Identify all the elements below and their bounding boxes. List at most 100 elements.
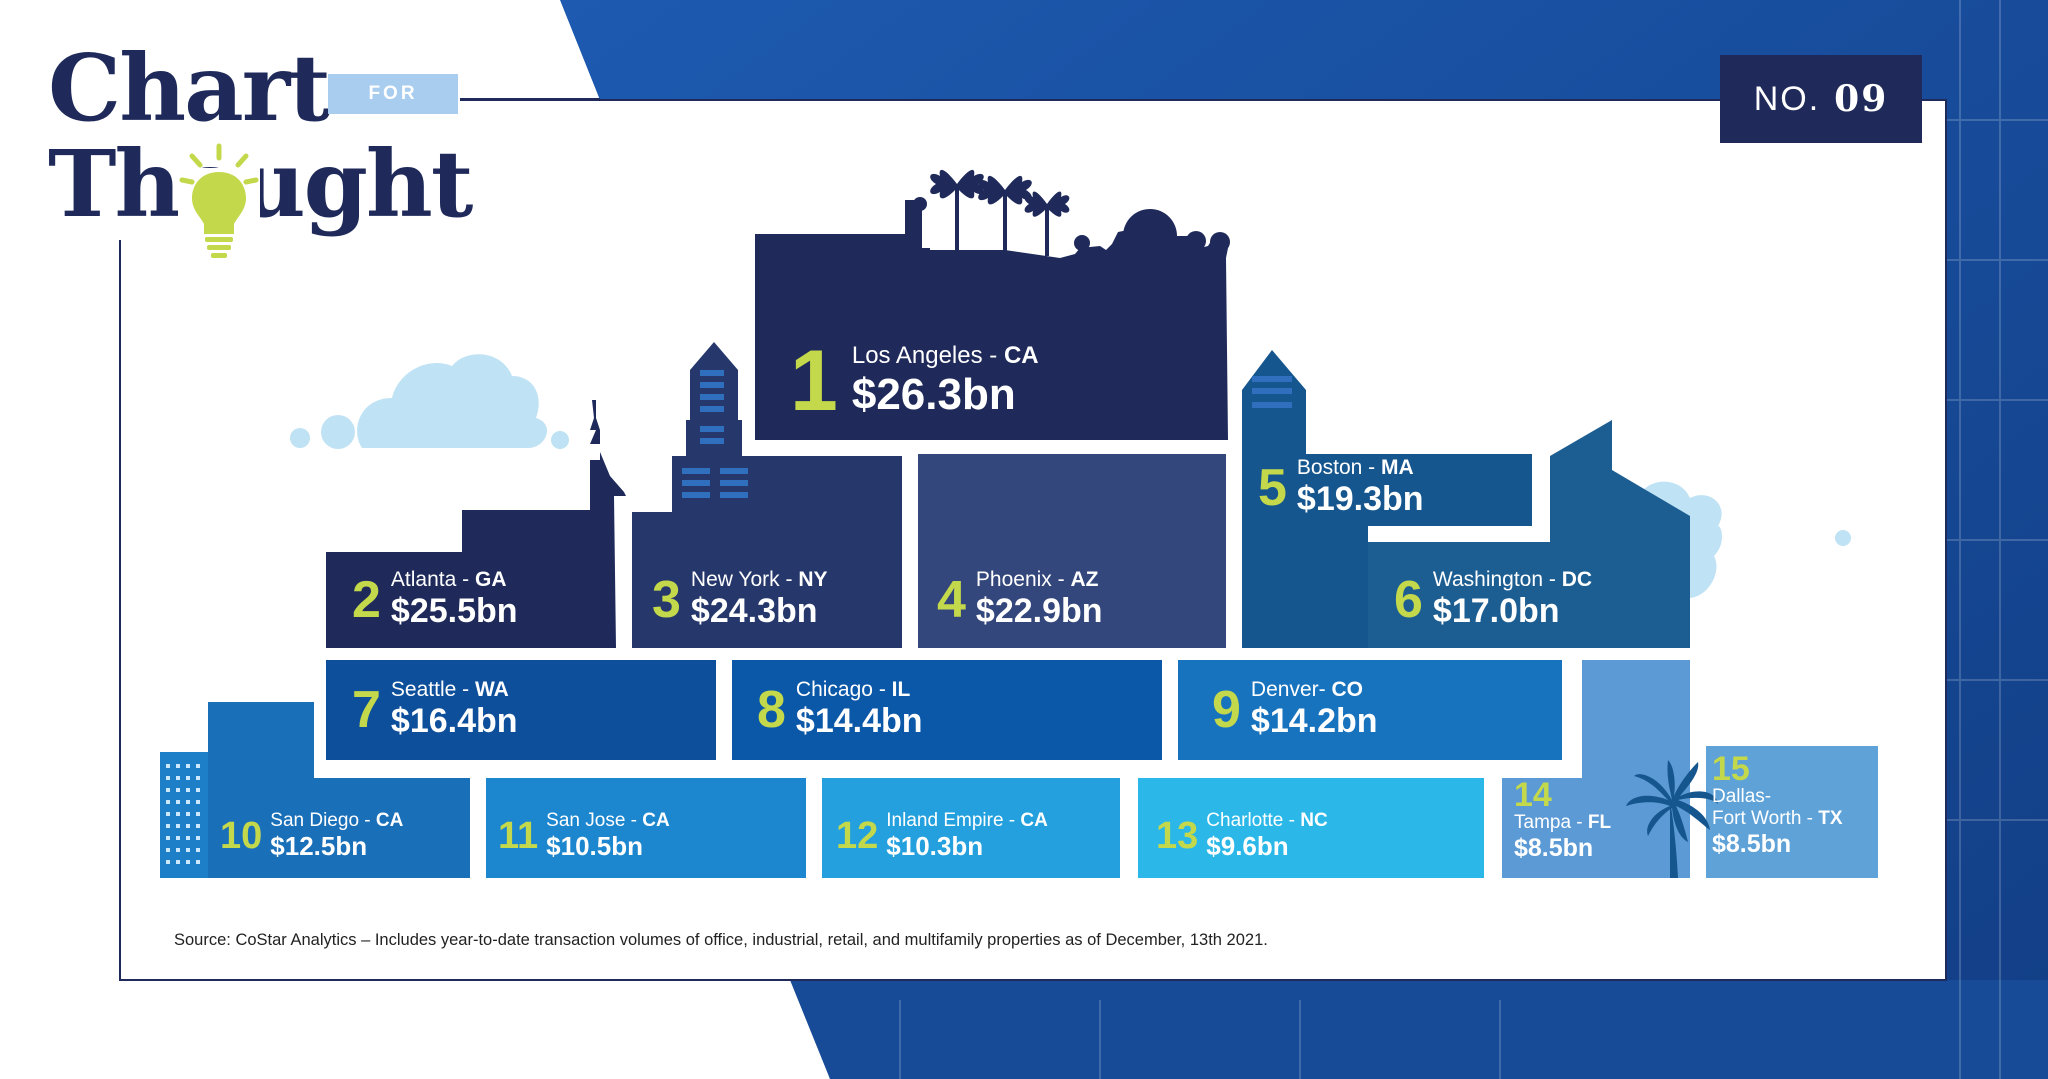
background-blue-bottom xyxy=(790,980,2048,1079)
rank-number: 12 xyxy=(836,814,879,857)
brand-logo: Chart FOR Thought xyxy=(48,34,473,258)
building-rank-6 xyxy=(1368,420,1690,648)
state-code: CA xyxy=(1003,341,1039,369)
city-separator: - xyxy=(1003,810,1021,831)
state-code: FL xyxy=(1587,812,1612,833)
city-name: Boston xyxy=(1296,456,1363,479)
building-rank-5 xyxy=(1242,350,1532,648)
building-rank-2 xyxy=(326,400,626,648)
rank-label-4: 4 Phoenix - AZ $22.9bn xyxy=(937,568,1103,631)
city-name: Tampa xyxy=(1514,812,1572,833)
state-code: NC xyxy=(1300,810,1328,831)
state-code: IL xyxy=(891,678,911,701)
state-code: DC xyxy=(1561,568,1593,591)
city-separator: - xyxy=(1283,810,1301,831)
building-rank-7 xyxy=(326,660,716,760)
rank-number: 8 xyxy=(757,680,786,739)
building-rank-8 xyxy=(732,660,1162,760)
city-name: Dallas- xyxy=(1712,786,1772,807)
rank-label-6: 6 Washington - DC $17.0bn xyxy=(1394,568,1592,631)
city-name: Washington xyxy=(1432,568,1544,591)
source-note: Source: CoStar Analytics – Includes year… xyxy=(174,931,1268,949)
building-windows xyxy=(682,370,748,498)
city-name: Denver xyxy=(1250,678,1319,701)
state-code: CO xyxy=(1331,678,1363,701)
rank-label-15: 15 Dallas- Fort Worth - TX $8.5bn xyxy=(1712,752,1843,858)
brand-word-thought: Thought xyxy=(48,138,473,230)
state-code: MA xyxy=(1380,456,1414,479)
palm-tree-icon xyxy=(1626,760,1718,878)
value-label: $14.2bn xyxy=(1250,702,1378,741)
city-name: New York xyxy=(690,568,780,591)
building-rank-4 xyxy=(918,454,1226,648)
city-name: Inland Empire xyxy=(886,810,1004,831)
building-rank-13 xyxy=(1138,778,1484,878)
city-separator: - xyxy=(1801,807,1819,829)
rank-number: 4 xyxy=(937,570,966,629)
lightbulb-icon xyxy=(178,143,260,258)
value-label: $8.5bn xyxy=(1514,833,1594,862)
rank-label-12: 12 Inland Empire - CA $10.3bn xyxy=(836,810,1048,862)
rank-label-7: 7 Seattle - WA $16.4bn xyxy=(352,678,518,741)
rank-number: 9 xyxy=(1212,680,1241,739)
rank-number: 13 xyxy=(1156,814,1199,857)
brand-for-badge: FOR xyxy=(328,74,458,114)
cloud-left-icon xyxy=(290,354,569,449)
building-rank-15 xyxy=(1706,746,1878,878)
building-rank-10 xyxy=(160,702,470,878)
rank-number: 10 xyxy=(220,814,263,857)
building-windows xyxy=(166,764,200,864)
value-label: $22.9bn xyxy=(975,592,1103,631)
rank-label-2: 2 Atlanta - GA $25.5bn xyxy=(352,568,518,631)
rank-number: 2 xyxy=(352,570,381,629)
building-rank-9 xyxy=(1178,660,1562,760)
city-separator: - xyxy=(456,678,475,701)
brand-word-chart: Chart xyxy=(48,34,331,142)
value-label: $12.5bn xyxy=(270,830,368,861)
value-label: $26.3bn xyxy=(851,369,1016,419)
value-label: $16.4bn xyxy=(390,702,518,741)
rank-label-8: 8 Chicago - IL $14.4bn xyxy=(757,678,923,741)
city-name-line2: Fort Worth xyxy=(1712,807,1802,829)
value-label: $10.5bn xyxy=(546,830,643,861)
rank-label-5: 5 Boston - MA $19.3bn xyxy=(1258,456,1424,519)
state-code: CA xyxy=(642,810,670,831)
state-code: CA xyxy=(375,810,404,831)
rank-number: 5 xyxy=(1258,458,1287,517)
rank-number: 7 xyxy=(352,680,381,739)
city-separator: - xyxy=(625,810,643,831)
state-code: TX xyxy=(1818,807,1843,829)
rank-number: 15 xyxy=(1712,750,1750,788)
palm-trees-icon xyxy=(930,169,1070,256)
city-separator: - xyxy=(1571,812,1588,833)
building-tower-14 xyxy=(1582,660,1690,780)
building-rank-12 xyxy=(822,778,1120,878)
city-separator: - xyxy=(1318,678,1332,701)
rank-label-13: 13 Charlotte - NC $9.6bn xyxy=(1156,810,1328,862)
value-label: $10.3bn xyxy=(886,830,984,861)
city-name: San Jose xyxy=(546,810,626,831)
rank-number: 1 xyxy=(790,333,838,429)
rank-label-3: 3 New York - NY $24.3bn xyxy=(652,568,828,631)
city-separator: - xyxy=(1051,568,1071,591)
city-separator: - xyxy=(1543,568,1562,591)
city-name: Charlotte xyxy=(1206,810,1284,831)
state-code: CA xyxy=(1020,810,1048,831)
rank-label-1: 1 Los Angeles - CA $26.3bn xyxy=(790,338,1039,424)
city-name: Atlanta xyxy=(390,568,457,591)
building-rank-14 xyxy=(1502,778,1690,878)
value-label: $9.6bn xyxy=(1206,830,1289,861)
rank-number: 14 xyxy=(1514,776,1552,814)
value-label: $19.3bn xyxy=(1296,480,1424,519)
value-label: $8.5bn xyxy=(1712,829,1792,858)
state-code: NY xyxy=(798,568,828,591)
state-code: GA xyxy=(474,568,507,591)
rank-label-11: 11 San Jose - CA $10.5bn xyxy=(498,810,670,862)
city-separator: - xyxy=(779,568,799,591)
value-label: $24.3bn xyxy=(690,592,818,631)
brand-divider xyxy=(460,98,600,100)
city-separator: - xyxy=(359,810,376,831)
city-separator: - xyxy=(1362,456,1381,479)
city-name: Chicago xyxy=(795,678,873,701)
